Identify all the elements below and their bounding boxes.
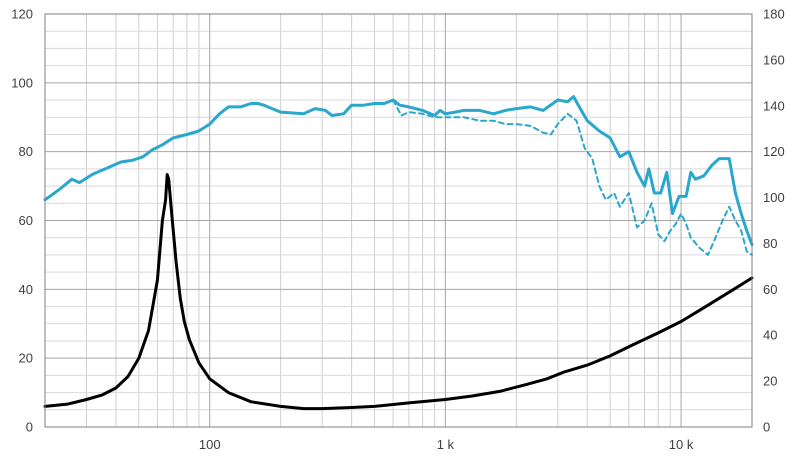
y-left-tick-label: 40 xyxy=(19,282,33,297)
x-tick-label: 1 k xyxy=(437,437,455,452)
y-right-tick-label: 40 xyxy=(763,328,777,343)
y-right-tick-label: 140 xyxy=(763,98,785,113)
x-axis-ticks: 100 1 k 10 k xyxy=(199,437,694,452)
y-right-tick-label: 120 xyxy=(763,144,785,159)
y-left-tick-label: 80 xyxy=(19,144,33,159)
x-tick-label: 10 k xyxy=(669,437,694,452)
y-right-tick-label: 180 xyxy=(763,7,785,22)
y-right-tick-label: 100 xyxy=(763,190,785,205)
y-left-tick-label: 20 xyxy=(19,351,33,366)
y-right-tick-label: 160 xyxy=(763,52,785,67)
y-left-tick-label: 0 xyxy=(26,420,33,435)
y-right-tick-label: 0 xyxy=(763,420,770,435)
left-axis-ticks: 0 20 40 60 80 100 120 xyxy=(11,7,33,435)
plot-frame xyxy=(44,13,753,428)
series-line-1 xyxy=(43,95,754,247)
series-layer xyxy=(43,95,754,411)
series-line-2 xyxy=(392,99,753,256)
y-right-tick-label: 80 xyxy=(763,236,777,251)
y-right-tick-label: 20 xyxy=(763,374,777,389)
y-left-tick-label: 100 xyxy=(11,75,33,90)
y-left-tick-label: 120 xyxy=(11,7,33,22)
x-tick-label: 100 xyxy=(199,437,221,452)
series-line-3 xyxy=(43,173,754,411)
y-left-tick-label: 60 xyxy=(19,213,33,228)
y-right-tick-label: 60 xyxy=(763,282,777,297)
right-axis-ticks: 0 20 40 60 80 100 120 140 160 180 xyxy=(763,7,785,435)
